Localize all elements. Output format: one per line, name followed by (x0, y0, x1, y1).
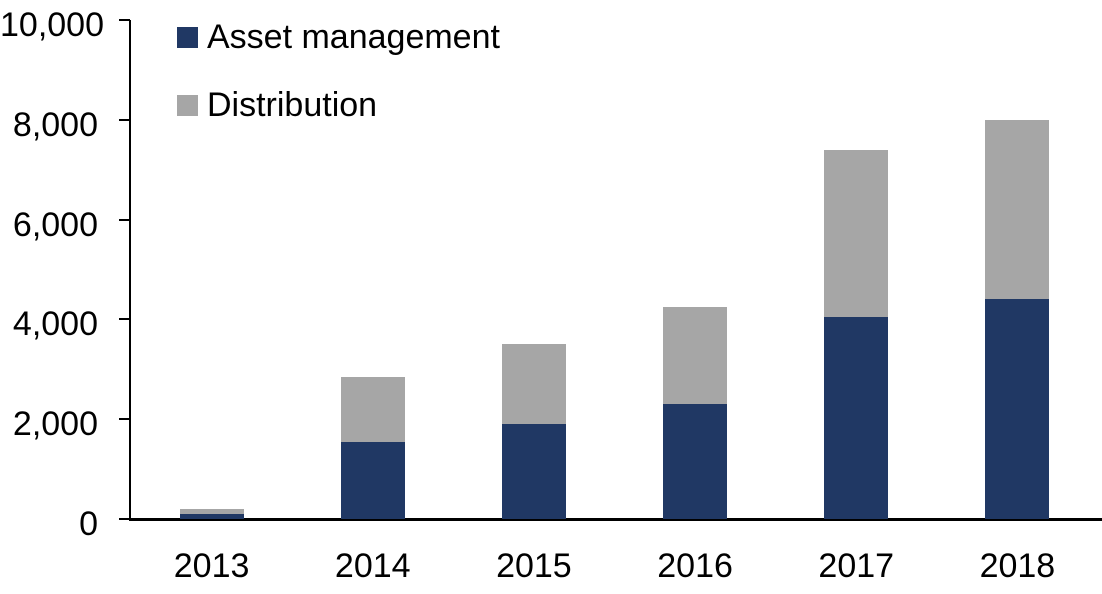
x-axis-category-label: 2018 (979, 547, 1056, 585)
legend-label-distribution: Distribution (207, 86, 378, 124)
bar-segment-asset-management-2014 (340, 441, 405, 519)
y-axis-tick-label: 4,000 (12, 305, 98, 344)
legend-label-asset-management: Asset management (207, 18, 500, 56)
y-axis-tick (119, 218, 130, 221)
asset-management-swatch-icon (177, 26, 198, 48)
legend-item-distribution: Distribution (177, 86, 378, 124)
bar-segment-distribution-2017 (824, 149, 889, 317)
bar-segment-asset-management-2015 (501, 424, 566, 519)
x-axis-category-label: 2016 (657, 547, 733, 585)
bar-segment-distribution-2015 (501, 344, 566, 425)
x-axis-category-label: 2017 (818, 547, 895, 585)
y-axis-tick (119, 518, 130, 520)
y-axis-tick-label: 10,000 (0, 6, 104, 44)
y-axis-tick (119, 418, 130, 421)
bar-segment-asset-management-2016 (663, 404, 728, 519)
y-axis-tick-label: 2,000 (12, 405, 98, 444)
x-axis-category-label: 2014 (334, 547, 411, 585)
y-axis-tick (119, 19, 130, 21)
x-axis-category-label: 2015 (496, 547, 572, 585)
bar-segment-distribution-2014 (340, 376, 405, 442)
bar-segment-asset-management-2013 (179, 514, 244, 519)
bar-segment-asset-management-2017 (824, 316, 889, 519)
bar-segment-distribution-2016 (663, 306, 728, 405)
y-axis-tick-label: 8,000 (12, 105, 98, 144)
y-axis-tick (119, 318, 130, 321)
bar-segment-distribution-2013 (179, 509, 244, 514)
legend-item-asset-management: Asset management (177, 18, 500, 56)
bar-segment-asset-management-2018 (985, 299, 1050, 519)
x-axis-category-label: 2013 (173, 547, 250, 585)
y-axis-line (129, 20, 131, 521)
x-axis-line (129, 518, 1102, 521)
distribution-swatch-icon (177, 94, 198, 116)
bar-segment-distribution-2018 (985, 119, 1050, 300)
y-axis-tick (119, 118, 130, 121)
y-axis-tick-label: 0 (79, 505, 98, 543)
y-axis-tick-label: 6,000 (12, 205, 98, 244)
